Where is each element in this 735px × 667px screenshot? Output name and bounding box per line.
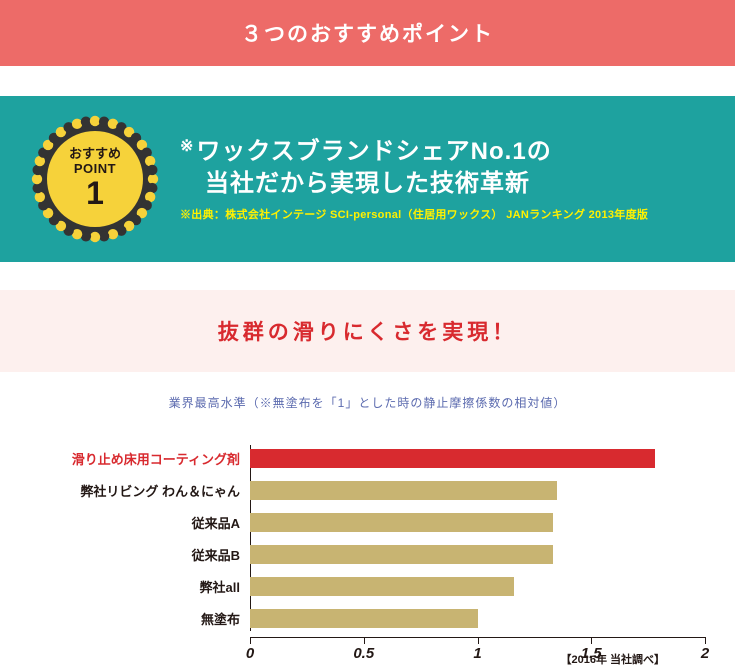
bar (250, 513, 553, 532)
point-section: おすすめ POINT 1 ※ワックスブランドシェアNo.1の 当社だから実現した… (0, 96, 735, 262)
bar-label: 弊社リビング わん＆にゃん (40, 481, 250, 500)
axis-tick: 2 (701, 645, 709, 662)
chart-row: 従来品A (40, 509, 705, 535)
bar-label: 滑り止め床用コーティング剤 (40, 449, 250, 468)
chart-row: 無塗布 (40, 605, 705, 631)
point-copy: ※ワックスブランドシェアNo.1の 当社だから実現した技術革新 ※出典：株式会社… (180, 136, 705, 223)
point-badge: おすすめ POINT 1 (30, 114, 160, 244)
bar (250, 577, 514, 596)
page-title: ３つのおすすめポイント (0, 18, 735, 48)
chart-row: 弊社リビング わん＆にゃん (40, 477, 705, 503)
axis-tick: 1 (473, 645, 481, 662)
bar-label: 無塗布 (40, 609, 250, 628)
chart-row: 弊社all (40, 573, 705, 599)
friction-chart: 滑り止め床用コーティング剤弊社リビング わん＆にゃん従来品A 従来品B 弊社all 無… (0, 445, 735, 667)
chart-caption: 業界最高水準（※無塗布を「1」とした時の静止摩擦係数の相対値） (0, 394, 735, 411)
bar-label: 弊社all (40, 577, 250, 596)
chart-row: 滑り止め床用コーティング剤 (40, 445, 705, 471)
badge-line1: おすすめ (69, 147, 121, 162)
subheading: 抜群の滑りにくさを実現！ (0, 316, 735, 346)
header-band: ３つのおすすめポイント (0, 0, 735, 66)
bar (250, 481, 557, 500)
axis-tick: 0.5 (353, 645, 374, 662)
chart-row: 従来品B (40, 541, 705, 567)
asterisk-icon: ※ (180, 138, 194, 155)
badge-text: おすすめ POINT 1 (69, 147, 121, 212)
badge-number: 1 (69, 175, 121, 212)
bar (250, 609, 478, 628)
bar (250, 449, 655, 468)
point-headline: ※ワックスブランドシェアNo.1の 当社だから実現した技術革新 (180, 136, 705, 201)
source-note: ※出典：株式会社インテージ SCI-personal（住居用ワックス） JANラ… (180, 206, 705, 222)
subheading-band: 抜群の滑りにくさを実現！ (0, 290, 735, 372)
bar (250, 545, 553, 564)
bar-label: 従来品A (40, 513, 250, 532)
bar-label: 従来品B (40, 545, 250, 564)
axis-tick: 1.5 (581, 645, 602, 662)
axis-tick: 0 (246, 645, 254, 662)
